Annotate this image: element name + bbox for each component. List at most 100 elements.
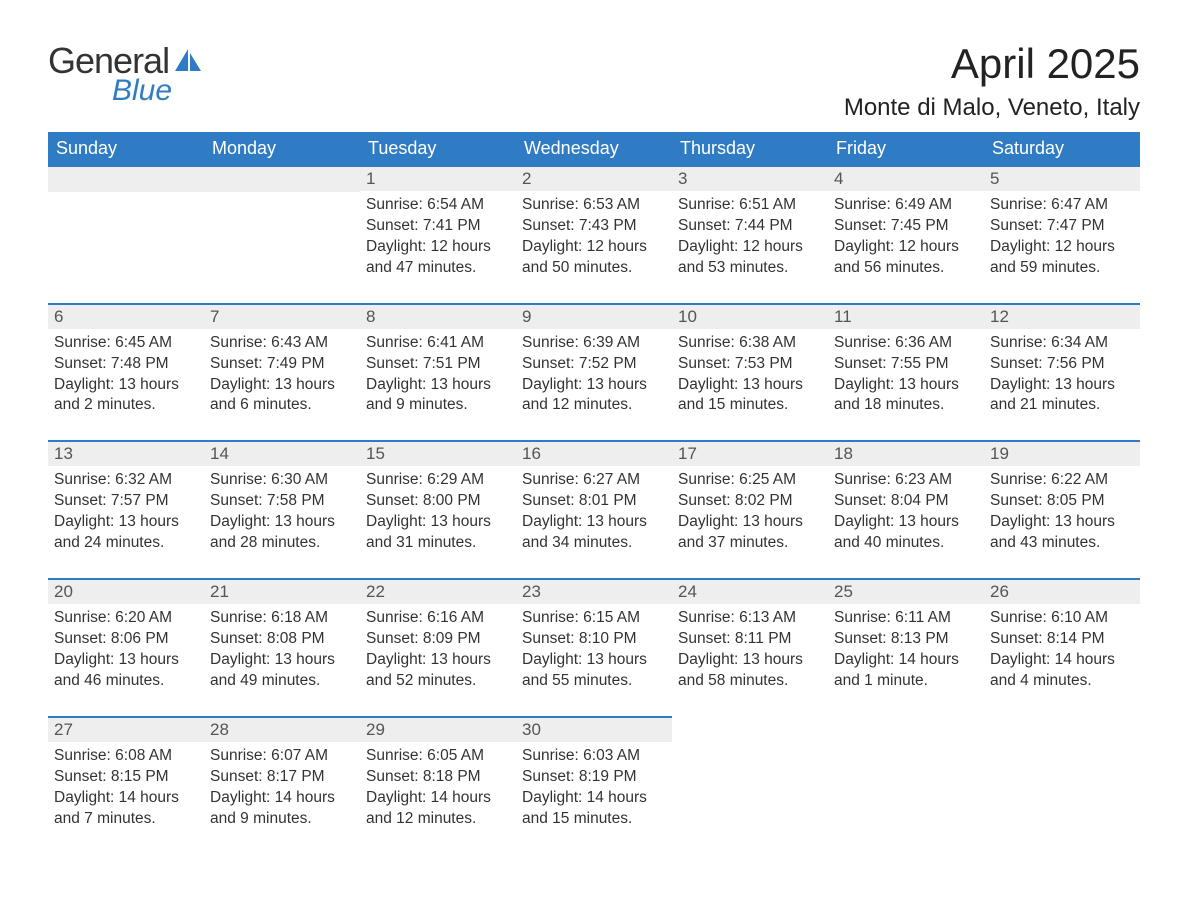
sunrise-text: Sunrise: 6:34 AM (990, 333, 1134, 354)
day-info: Sunrise: 6:34 AMSunset: 7:56 PMDaylight:… (984, 329, 1140, 441)
day-info: Sunrise: 6:15 AMSunset: 8:10 PMDaylight:… (516, 604, 672, 716)
daylight-text: Daylight: 13 hours and 37 minutes. (678, 512, 822, 554)
sunset-text: Sunset: 8:15 PM (54, 767, 198, 788)
sunrise-text: Sunrise: 6:30 AM (210, 470, 354, 491)
daylight-text: Daylight: 13 hours and 49 minutes. (210, 650, 354, 692)
sunrise-text: Sunrise: 6:39 AM (522, 333, 666, 354)
sunset-text: Sunset: 7:53 PM (678, 354, 822, 375)
day-info: Sunrise: 6:43 AMSunset: 7:49 PMDaylight:… (204, 329, 360, 441)
location: Monte di Malo, Veneto, Italy (844, 94, 1140, 122)
calendar-day-cell: 7Sunrise: 6:43 AMSunset: 7:49 PMDaylight… (204, 304, 360, 442)
day-info: Sunrise: 6:47 AMSunset: 7:47 PMDaylight:… (984, 191, 1140, 303)
daylight-text: Daylight: 13 hours and 15 minutes. (678, 375, 822, 417)
calendar-day-cell: 26Sunrise: 6:10 AMSunset: 8:14 PMDayligh… (984, 579, 1140, 717)
daylight-text: Daylight: 13 hours and 6 minutes. (210, 375, 354, 417)
day-number: 8 (360, 305, 516, 329)
sunset-text: Sunset: 7:44 PM (678, 216, 822, 237)
day-number: 28 (204, 718, 360, 742)
calendar-day-cell: 27Sunrise: 6:08 AMSunset: 8:15 PMDayligh… (48, 717, 204, 854)
weekday-header: Wednesday (516, 132, 672, 166)
weekday-header: Thursday (672, 132, 828, 166)
day-info: Sunrise: 6:39 AMSunset: 7:52 PMDaylight:… (516, 329, 672, 441)
sunset-text: Sunset: 7:57 PM (54, 491, 198, 512)
calendar-week-row: 27Sunrise: 6:08 AMSunset: 8:15 PMDayligh… (48, 717, 1140, 854)
sunset-text: Sunset: 7:58 PM (210, 491, 354, 512)
sunrise-text: Sunrise: 6:54 AM (366, 195, 510, 216)
calendar-day-cell: 5Sunrise: 6:47 AMSunset: 7:47 PMDaylight… (984, 166, 1140, 304)
calendar-day-cell: 21Sunrise: 6:18 AMSunset: 8:08 PMDayligh… (204, 579, 360, 717)
daylight-text: Daylight: 12 hours and 56 minutes. (834, 237, 978, 279)
daylight-text: Daylight: 14 hours and 7 minutes. (54, 788, 198, 830)
sunset-text: Sunset: 7:48 PM (54, 354, 198, 375)
calendar-day-cell: 9Sunrise: 6:39 AMSunset: 7:52 PMDaylight… (516, 304, 672, 442)
day-number: 12 (984, 305, 1140, 329)
day-number: 1 (360, 167, 516, 191)
weekday-header: Tuesday (360, 132, 516, 166)
sunset-text: Sunset: 7:43 PM (522, 216, 666, 237)
weekday-header-row: SundayMondayTuesdayWednesdayThursdayFrid… (48, 132, 1140, 166)
daylight-text: Daylight: 13 hours and 21 minutes. (990, 375, 1134, 417)
month-title: April 2025 (844, 40, 1140, 88)
sunset-text: Sunset: 8:00 PM (366, 491, 510, 512)
calendar-day-cell: 3Sunrise: 6:51 AMSunset: 7:44 PMDaylight… (672, 166, 828, 304)
sunset-text: Sunset: 8:02 PM (678, 491, 822, 512)
day-number: 18 (828, 442, 984, 466)
day-info: Sunrise: 6:36 AMSunset: 7:55 PMDaylight:… (828, 329, 984, 441)
day-number: 5 (984, 167, 1140, 191)
day-number: 24 (672, 580, 828, 604)
day-number: 17 (672, 442, 828, 466)
daylight-text: Daylight: 14 hours and 15 minutes. (522, 788, 666, 830)
sunrise-text: Sunrise: 6:27 AM (522, 470, 666, 491)
calendar-day-cell: 30Sunrise: 6:03 AMSunset: 8:19 PMDayligh… (516, 717, 672, 854)
logo-blue-text: Blue (112, 74, 203, 108)
sunset-text: Sunset: 8:13 PM (834, 629, 978, 650)
calendar-day-cell (672, 717, 828, 854)
calendar-day-cell: 19Sunrise: 6:22 AMSunset: 8:05 PMDayligh… (984, 441, 1140, 579)
sunset-text: Sunset: 7:49 PM (210, 354, 354, 375)
calendar-week-row: 13Sunrise: 6:32 AMSunset: 7:57 PMDayligh… (48, 441, 1140, 579)
sunrise-text: Sunrise: 6:29 AM (366, 470, 510, 491)
sunset-text: Sunset: 8:18 PM (366, 767, 510, 788)
day-info: Sunrise: 6:30 AMSunset: 7:58 PMDaylight:… (204, 466, 360, 578)
day-info: Sunrise: 6:51 AMSunset: 7:44 PMDaylight:… (672, 191, 828, 303)
daylight-text: Daylight: 13 hours and 52 minutes. (366, 650, 510, 692)
header: General Blue April 2025 Monte di Malo, V… (48, 40, 1140, 122)
day-info: Sunrise: 6:25 AMSunset: 8:02 PMDaylight:… (672, 466, 828, 578)
weekday-header: Saturday (984, 132, 1140, 166)
sunrise-text: Sunrise: 6:38 AM (678, 333, 822, 354)
sunrise-text: Sunrise: 6:18 AM (210, 608, 354, 629)
day-info: Sunrise: 6:49 AMSunset: 7:45 PMDaylight:… (828, 191, 984, 303)
calendar-week-row: 20Sunrise: 6:20 AMSunset: 8:06 PMDayligh… (48, 579, 1140, 717)
sunrise-text: Sunrise: 6:20 AM (54, 608, 198, 629)
sunrise-text: Sunrise: 6:41 AM (366, 333, 510, 354)
sunset-text: Sunset: 7:55 PM (834, 354, 978, 375)
daylight-text: Daylight: 13 hours and 46 minutes. (54, 650, 198, 692)
calendar-day-cell: 24Sunrise: 6:13 AMSunset: 8:11 PMDayligh… (672, 579, 828, 717)
sunset-text: Sunset: 7:45 PM (834, 216, 978, 237)
sunset-text: Sunset: 8:19 PM (522, 767, 666, 788)
day-info: Sunrise: 6:08 AMSunset: 8:15 PMDaylight:… (48, 742, 204, 854)
empty-day-number (204, 167, 360, 192)
calendar-day-cell: 13Sunrise: 6:32 AMSunset: 7:57 PMDayligh… (48, 441, 204, 579)
sunrise-text: Sunrise: 6:03 AM (522, 746, 666, 767)
day-number: 26 (984, 580, 1140, 604)
day-number: 10 (672, 305, 828, 329)
sunrise-text: Sunrise: 6:05 AM (366, 746, 510, 767)
calendar-day-cell (828, 717, 984, 854)
sunset-text: Sunset: 8:05 PM (990, 491, 1134, 512)
sunset-text: Sunset: 7:56 PM (990, 354, 1134, 375)
sunset-text: Sunset: 8:09 PM (366, 629, 510, 650)
day-number: 13 (48, 442, 204, 466)
day-number: 14 (204, 442, 360, 466)
day-info: Sunrise: 6:45 AMSunset: 7:48 PMDaylight:… (48, 329, 204, 441)
sunset-text: Sunset: 7:51 PM (366, 354, 510, 375)
day-number: 2 (516, 167, 672, 191)
daylight-text: Daylight: 13 hours and 34 minutes. (522, 512, 666, 554)
sunrise-text: Sunrise: 6:15 AM (522, 608, 666, 629)
sunrise-text: Sunrise: 6:16 AM (366, 608, 510, 629)
day-info: Sunrise: 6:29 AMSunset: 8:00 PMDaylight:… (360, 466, 516, 578)
sunset-text: Sunset: 8:17 PM (210, 767, 354, 788)
day-number: 21 (204, 580, 360, 604)
weekday-header: Sunday (48, 132, 204, 166)
sunrise-text: Sunrise: 6:10 AM (990, 608, 1134, 629)
